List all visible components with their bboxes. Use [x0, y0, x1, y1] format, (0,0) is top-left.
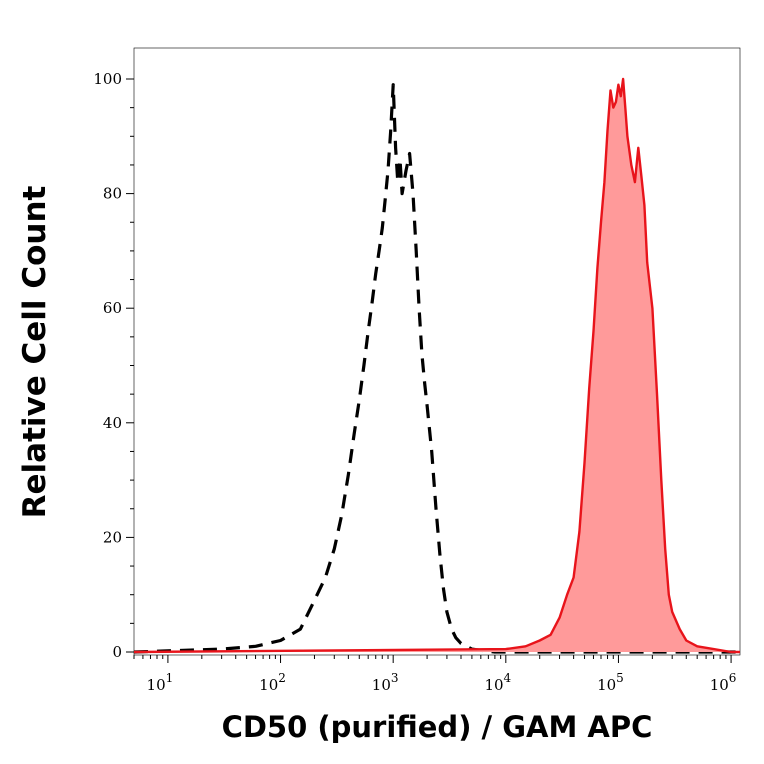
series-layer	[133, 77, 740, 654]
y-tick-label: 80	[103, 185, 122, 203]
y-tick-label: 60	[103, 299, 122, 317]
x-tick-label: 101	[147, 671, 174, 694]
x-tick-label: 105	[597, 671, 624, 694]
y-axis-title: Relative Cell Count	[17, 185, 53, 518]
y-tick-label: 100	[93, 70, 122, 88]
x-tick-label: 103	[372, 671, 399, 694]
x-tick-label: 104	[484, 671, 511, 694]
x-tick-label: 102	[259, 671, 286, 694]
series-1-line	[133, 77, 740, 654]
x-tick-label: 106	[710, 671, 737, 694]
y-tick-label: 40	[103, 414, 122, 432]
y-tick-label: 20	[103, 528, 122, 546]
x-tick-labels: 101 102 103 104 105 106	[147, 671, 737, 694]
series-0-line	[133, 83, 740, 654]
series-1-area	[134, 79, 740, 652]
x-axis-title: CD50 (purified) / GAM APC	[222, 710, 653, 744]
axis-ticks	[126, 78, 732, 663]
plot-frame	[133, 47, 741, 656]
y-tick-labels: 0 20 40 60 80 100	[93, 70, 122, 661]
y-tick-label: 0	[112, 643, 122, 661]
